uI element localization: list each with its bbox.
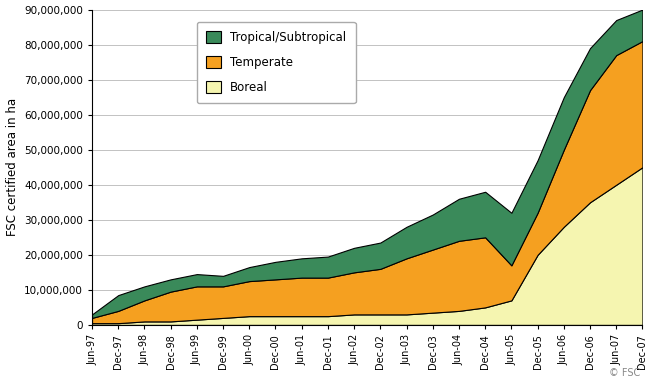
Text: © FSC: © FSC xyxy=(609,368,640,378)
Y-axis label: FSC certified area in ha: FSC certified area in ha xyxy=(6,98,18,236)
Legend: Tropical/Subtropical, Temperate, Boreal: Tropical/Subtropical, Temperate, Boreal xyxy=(197,22,356,104)
